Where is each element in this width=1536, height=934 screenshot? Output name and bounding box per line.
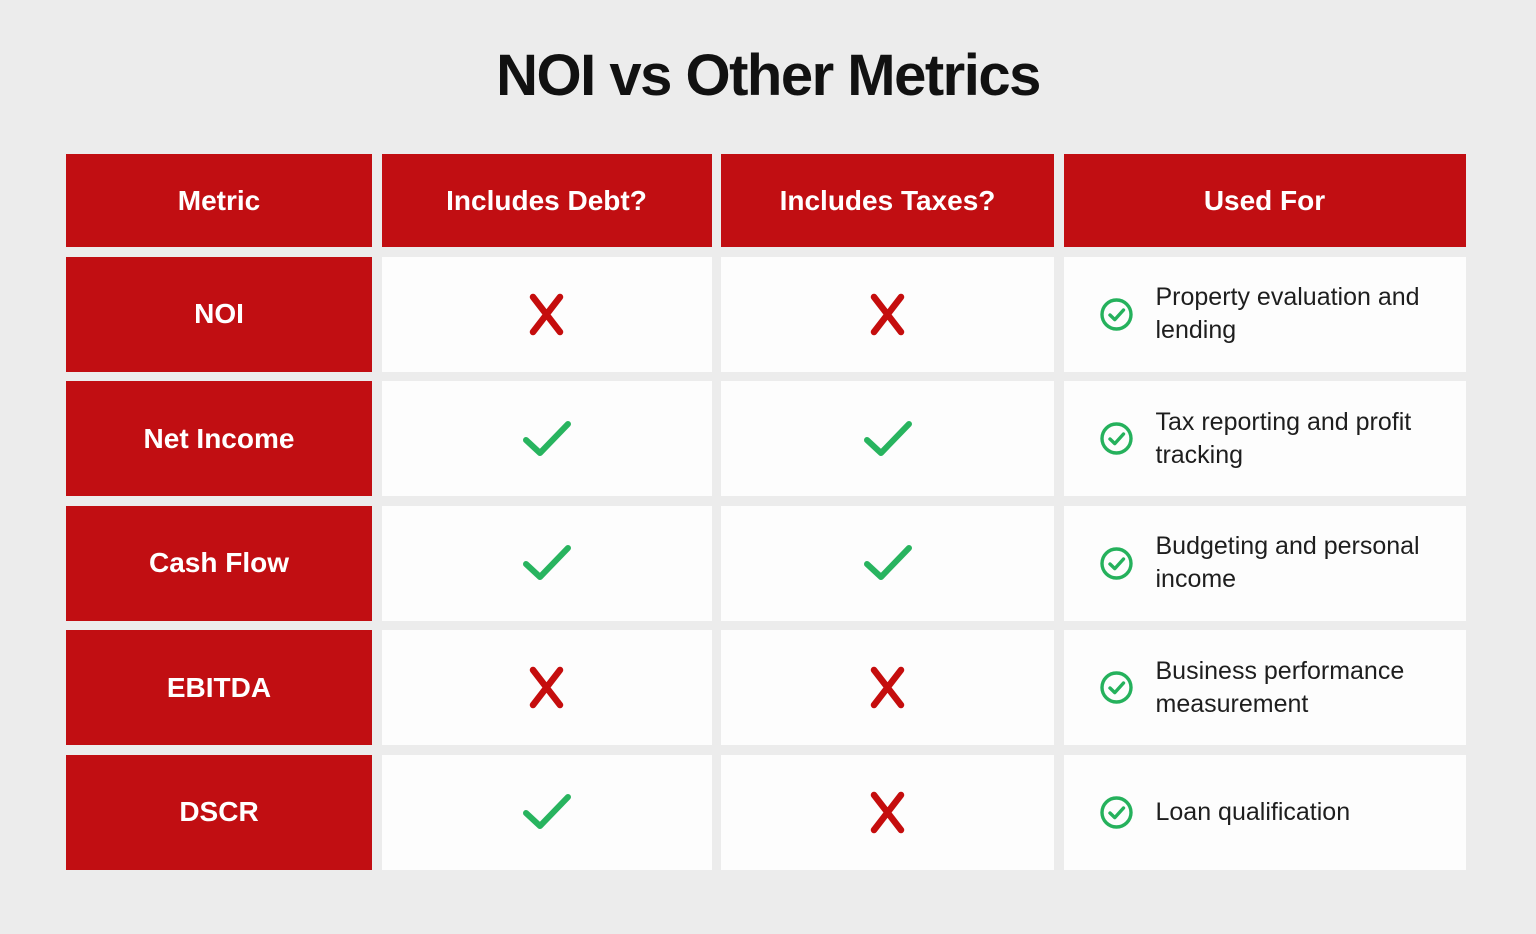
used-for-text: Budgeting and personal income (1155, 532, 1420, 593)
metric-label: Net Income (143, 422, 295, 454)
includes-debt-cell (381, 505, 712, 621)
used-for-text: Loan qualification (1155, 797, 1351, 826)
used-for-cell: Property evaluation and lending (1063, 256, 1466, 372)
includes-taxes-cell (721, 754, 1054, 870)
cross-icon (869, 791, 906, 834)
metric-label: Cash Flow (148, 547, 289, 578)
metric-cell: Net Income (66, 381, 372, 496)
used-for-cell: Loan qualification (1063, 754, 1466, 870)
header-includes-debt: Includes Debt? (381, 154, 712, 247)
comparison-table: Metric Includes Debt? Includes Taxes? Us… (66, 154, 1466, 870)
cross-icon (869, 666, 906, 709)
metric-cell: NOI (66, 256, 372, 372)
used-for-text: Property evaluation and lending (1155, 283, 1420, 344)
includes-debt-cell (381, 754, 712, 870)
used-for-cell: Tax reporting and profit tracking (1063, 381, 1466, 496)
used-for-cell: Budgeting and personal income (1063, 505, 1466, 621)
includes-taxes-cell (721, 256, 1054, 372)
includes-taxes-cell (721, 505, 1054, 621)
cross-icon (869, 293, 906, 336)
check-icon (863, 544, 913, 582)
includes-debt-cell (381, 381, 712, 496)
metric-cell: DSCR (66, 754, 372, 870)
check-icon (863, 420, 913, 458)
metric-cell: Cash Flow (66, 505, 372, 621)
header-includes-taxes: Includes Taxes? (721, 154, 1054, 247)
circle-check-icon (1099, 422, 1133, 455)
cross-icon (528, 666, 565, 709)
check-icon (522, 420, 572, 458)
cross-icon (528, 293, 565, 336)
circle-check-icon (1099, 795, 1133, 829)
includes-taxes-cell (721, 381, 1054, 496)
circle-check-icon (1099, 546, 1133, 580)
metric-cell: EBITDA (66, 630, 372, 745)
header-metric: Metric (66, 154, 372, 247)
metric-label: NOI (194, 298, 244, 329)
header-used-for: Used For (1063, 154, 1466, 247)
circle-check-icon (1099, 671, 1133, 704)
used-for-cell: Business performance measurement (1063, 630, 1466, 745)
used-for-text: Business performance measurement (1155, 656, 1405, 718)
check-icon (522, 544, 572, 582)
check-icon (522, 793, 572, 831)
page-title: NOI vs Other Metrics (496, 43, 1041, 108)
includes-taxes-cell (721, 630, 1054, 745)
includes-debt-cell (381, 630, 712, 745)
metric-label: DSCR (179, 796, 259, 827)
metric-label: EBITDA (166, 671, 272, 703)
includes-debt-cell (381, 256, 712, 372)
used-for-text: Tax reporting and profit tracking (1155, 407, 1412, 469)
circle-check-icon (1099, 297, 1133, 331)
